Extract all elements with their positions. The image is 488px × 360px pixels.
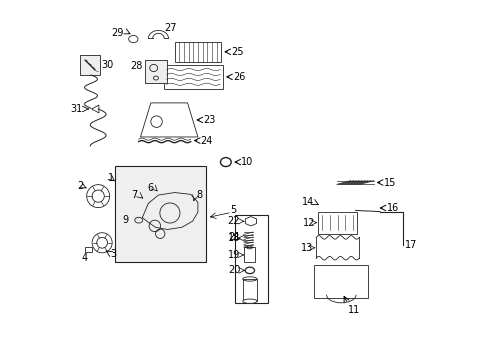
- Text: 24: 24: [201, 136, 213, 145]
- Text: 16: 16: [386, 203, 398, 213]
- Text: 20: 20: [227, 265, 240, 275]
- Bar: [85, 247, 92, 252]
- Bar: [314, 265, 367, 298]
- Text: 25: 25: [231, 47, 243, 57]
- Text: 11: 11: [347, 305, 359, 315]
- Ellipse shape: [242, 299, 257, 303]
- Text: 2: 2: [77, 181, 83, 191]
- Text: 30: 30: [101, 60, 113, 70]
- Text: 4: 4: [81, 253, 88, 263]
- Text: 3: 3: [110, 248, 116, 258]
- Text: 28: 28: [130, 61, 142, 71]
- Text: 31: 31: [70, 104, 82, 114]
- Bar: [234, 215, 267, 303]
- Text: 15: 15: [383, 177, 395, 188]
- Text: 23: 23: [203, 115, 215, 125]
- Text: 6: 6: [146, 183, 153, 193]
- Text: 21: 21: [227, 232, 240, 242]
- Text: 10: 10: [241, 157, 253, 167]
- Text: 13: 13: [301, 243, 313, 253]
- Text: 26: 26: [233, 72, 245, 82]
- Text: 14: 14: [301, 197, 313, 207]
- Text: 12: 12: [302, 218, 314, 228]
- Text: 7: 7: [131, 190, 137, 200]
- Text: 22: 22: [227, 216, 240, 226]
- Polygon shape: [245, 217, 256, 226]
- Text: 8: 8: [196, 190, 202, 200]
- Text: 29: 29: [111, 28, 123, 37]
- Text: 18: 18: [227, 233, 240, 243]
- Bar: [80, 55, 100, 75]
- Text: 1: 1: [107, 173, 114, 183]
- Bar: [115, 166, 206, 262]
- Bar: [144, 60, 167, 83]
- Text: 19: 19: [227, 250, 240, 260]
- Text: 9: 9: [122, 215, 128, 225]
- Bar: [242, 279, 257, 301]
- Text: 17: 17: [404, 239, 416, 249]
- Bar: [244, 247, 254, 262]
- Bar: [317, 212, 357, 234]
- Text: 5: 5: [230, 206, 236, 216]
- Text: 27: 27: [163, 23, 176, 33]
